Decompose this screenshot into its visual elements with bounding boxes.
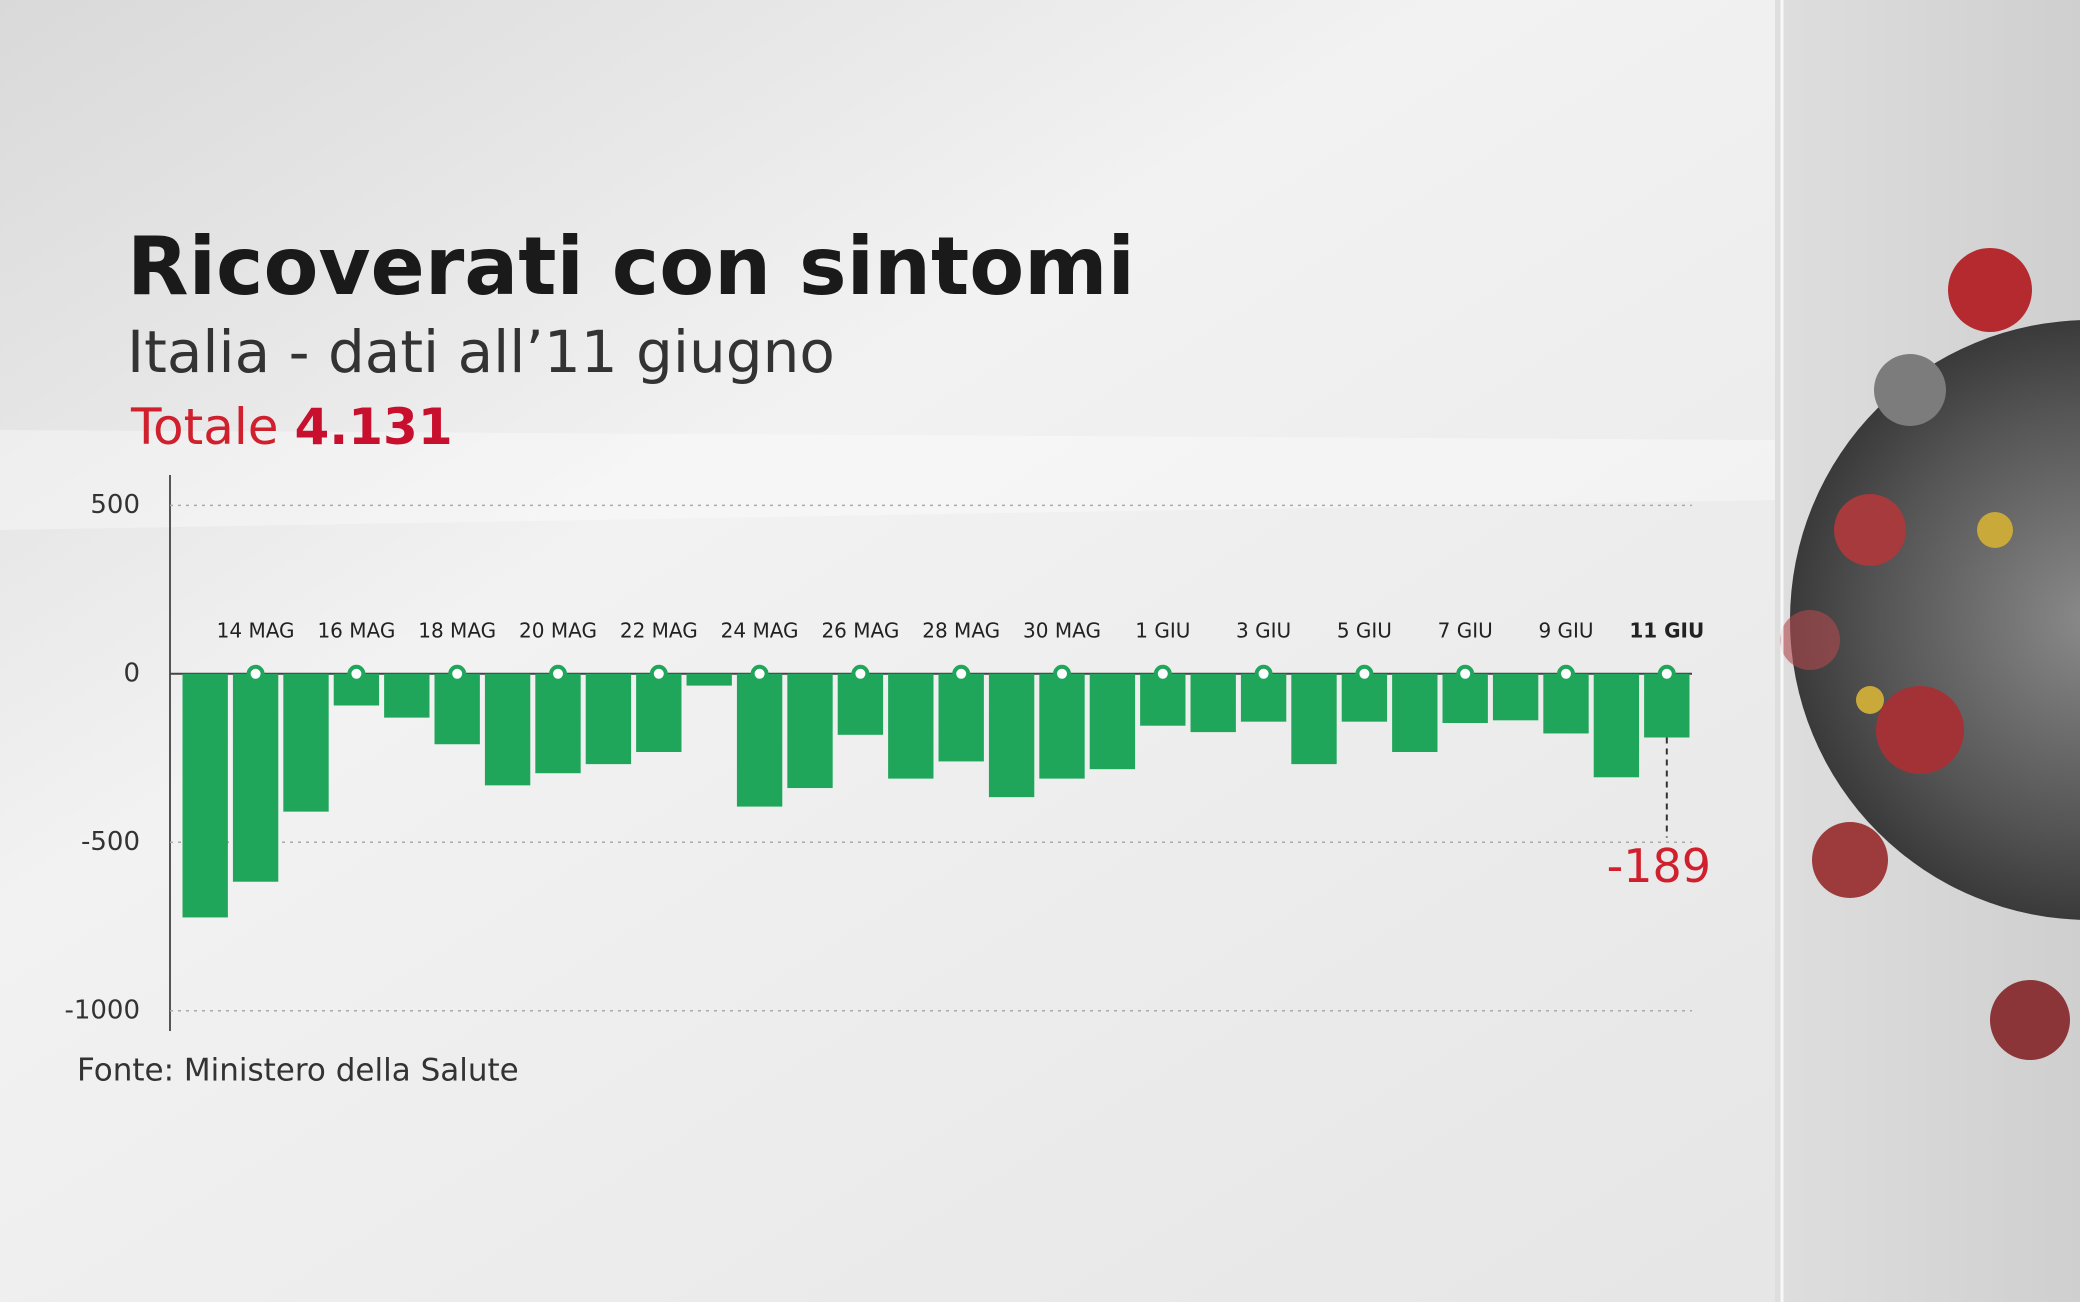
x-tick-label: 24 MAG	[721, 618, 799, 642]
x-tick-label: 20 MAG	[519, 618, 597, 642]
date-marker	[1557, 664, 1575, 683]
date-marker	[649, 664, 668, 683]
date-marker	[952, 664, 971, 683]
y-tick-label: -1000	[64, 995, 140, 1025]
bar	[1291, 673, 1337, 765]
bar	[736, 673, 783, 807]
x-tick-label: 11 GIU	[1629, 618, 1704, 642]
bar	[182, 673, 228, 918]
bar	[938, 673, 984, 762]
x-tick-label: 28 MAG	[922, 618, 1000, 642]
bar	[283, 673, 329, 812]
bar	[1392, 673, 1438, 752]
y-tick-label: 0	[123, 658, 140, 688]
x-tick-label: 7 GIU	[1438, 618, 1493, 642]
bar	[434, 673, 480, 745]
x-tick-label: 18 MAG	[418, 618, 496, 642]
date-marker	[1254, 664, 1273, 683]
x-tick-label: 16 MAG	[317, 618, 395, 642]
date-marker	[1456, 664, 1475, 683]
bar	[1039, 673, 1085, 779]
x-tick-label: 22 MAG	[620, 618, 698, 642]
total-value: 4.131	[294, 398, 452, 456]
bar	[1492, 673, 1539, 721]
bar	[484, 673, 531, 786]
total-label: Totale	[130, 398, 279, 456]
bar	[585, 673, 632, 765]
x-tick-label: 9 GIU	[1538, 618, 1593, 642]
virus-illustration	[1780, 248, 2080, 1060]
chart-title: Ricoverati con sintomi	[127, 220, 1135, 313]
source: Fonte: Ministero della Salute	[77, 1053, 519, 1089]
x-tick-label: 26 MAG	[821, 618, 899, 642]
bar	[1543, 673, 1589, 734]
bar	[636, 673, 682, 752]
date-marker	[750, 664, 769, 683]
value-label: -189	[1607, 839, 1711, 893]
date-marker	[246, 664, 265, 683]
date-marker	[448, 664, 467, 683]
x-tick-label: 30 MAG	[1023, 618, 1101, 642]
bar	[988, 673, 1035, 798]
chart-subtitle: Italia - dati all’11 giugno	[127, 318, 835, 386]
bar	[1593, 673, 1640, 778]
date-marker	[1153, 664, 1172, 683]
date-marker	[347, 664, 366, 683]
bar	[787, 673, 833, 789]
bar	[888, 673, 934, 779]
bar	[686, 673, 732, 686]
bar	[232, 673, 279, 882]
total: Totale 4.131	[130, 398, 453, 456]
x-tick-label: 5 GIU	[1337, 618, 1392, 642]
bar	[1089, 673, 1136, 770]
x-tick-label: 3 GIU	[1236, 618, 1291, 642]
date-marker	[1657, 664, 1676, 683]
y-tick-label: -500	[81, 827, 140, 857]
bar	[1190, 673, 1236, 733]
y-tick-label: 500	[90, 490, 140, 520]
date-marker	[851, 664, 870, 683]
bar	[837, 673, 884, 735]
x-tick-label: 14 MAG	[217, 618, 295, 642]
bar	[1644, 673, 1690, 738]
bar	[535, 673, 581, 774]
bar	[384, 673, 430, 718]
date-marker	[1053, 664, 1071, 683]
date-marker	[549, 664, 567, 683]
x-tick-label: 1 GIU	[1135, 618, 1190, 642]
date-marker	[1355, 664, 1374, 683]
